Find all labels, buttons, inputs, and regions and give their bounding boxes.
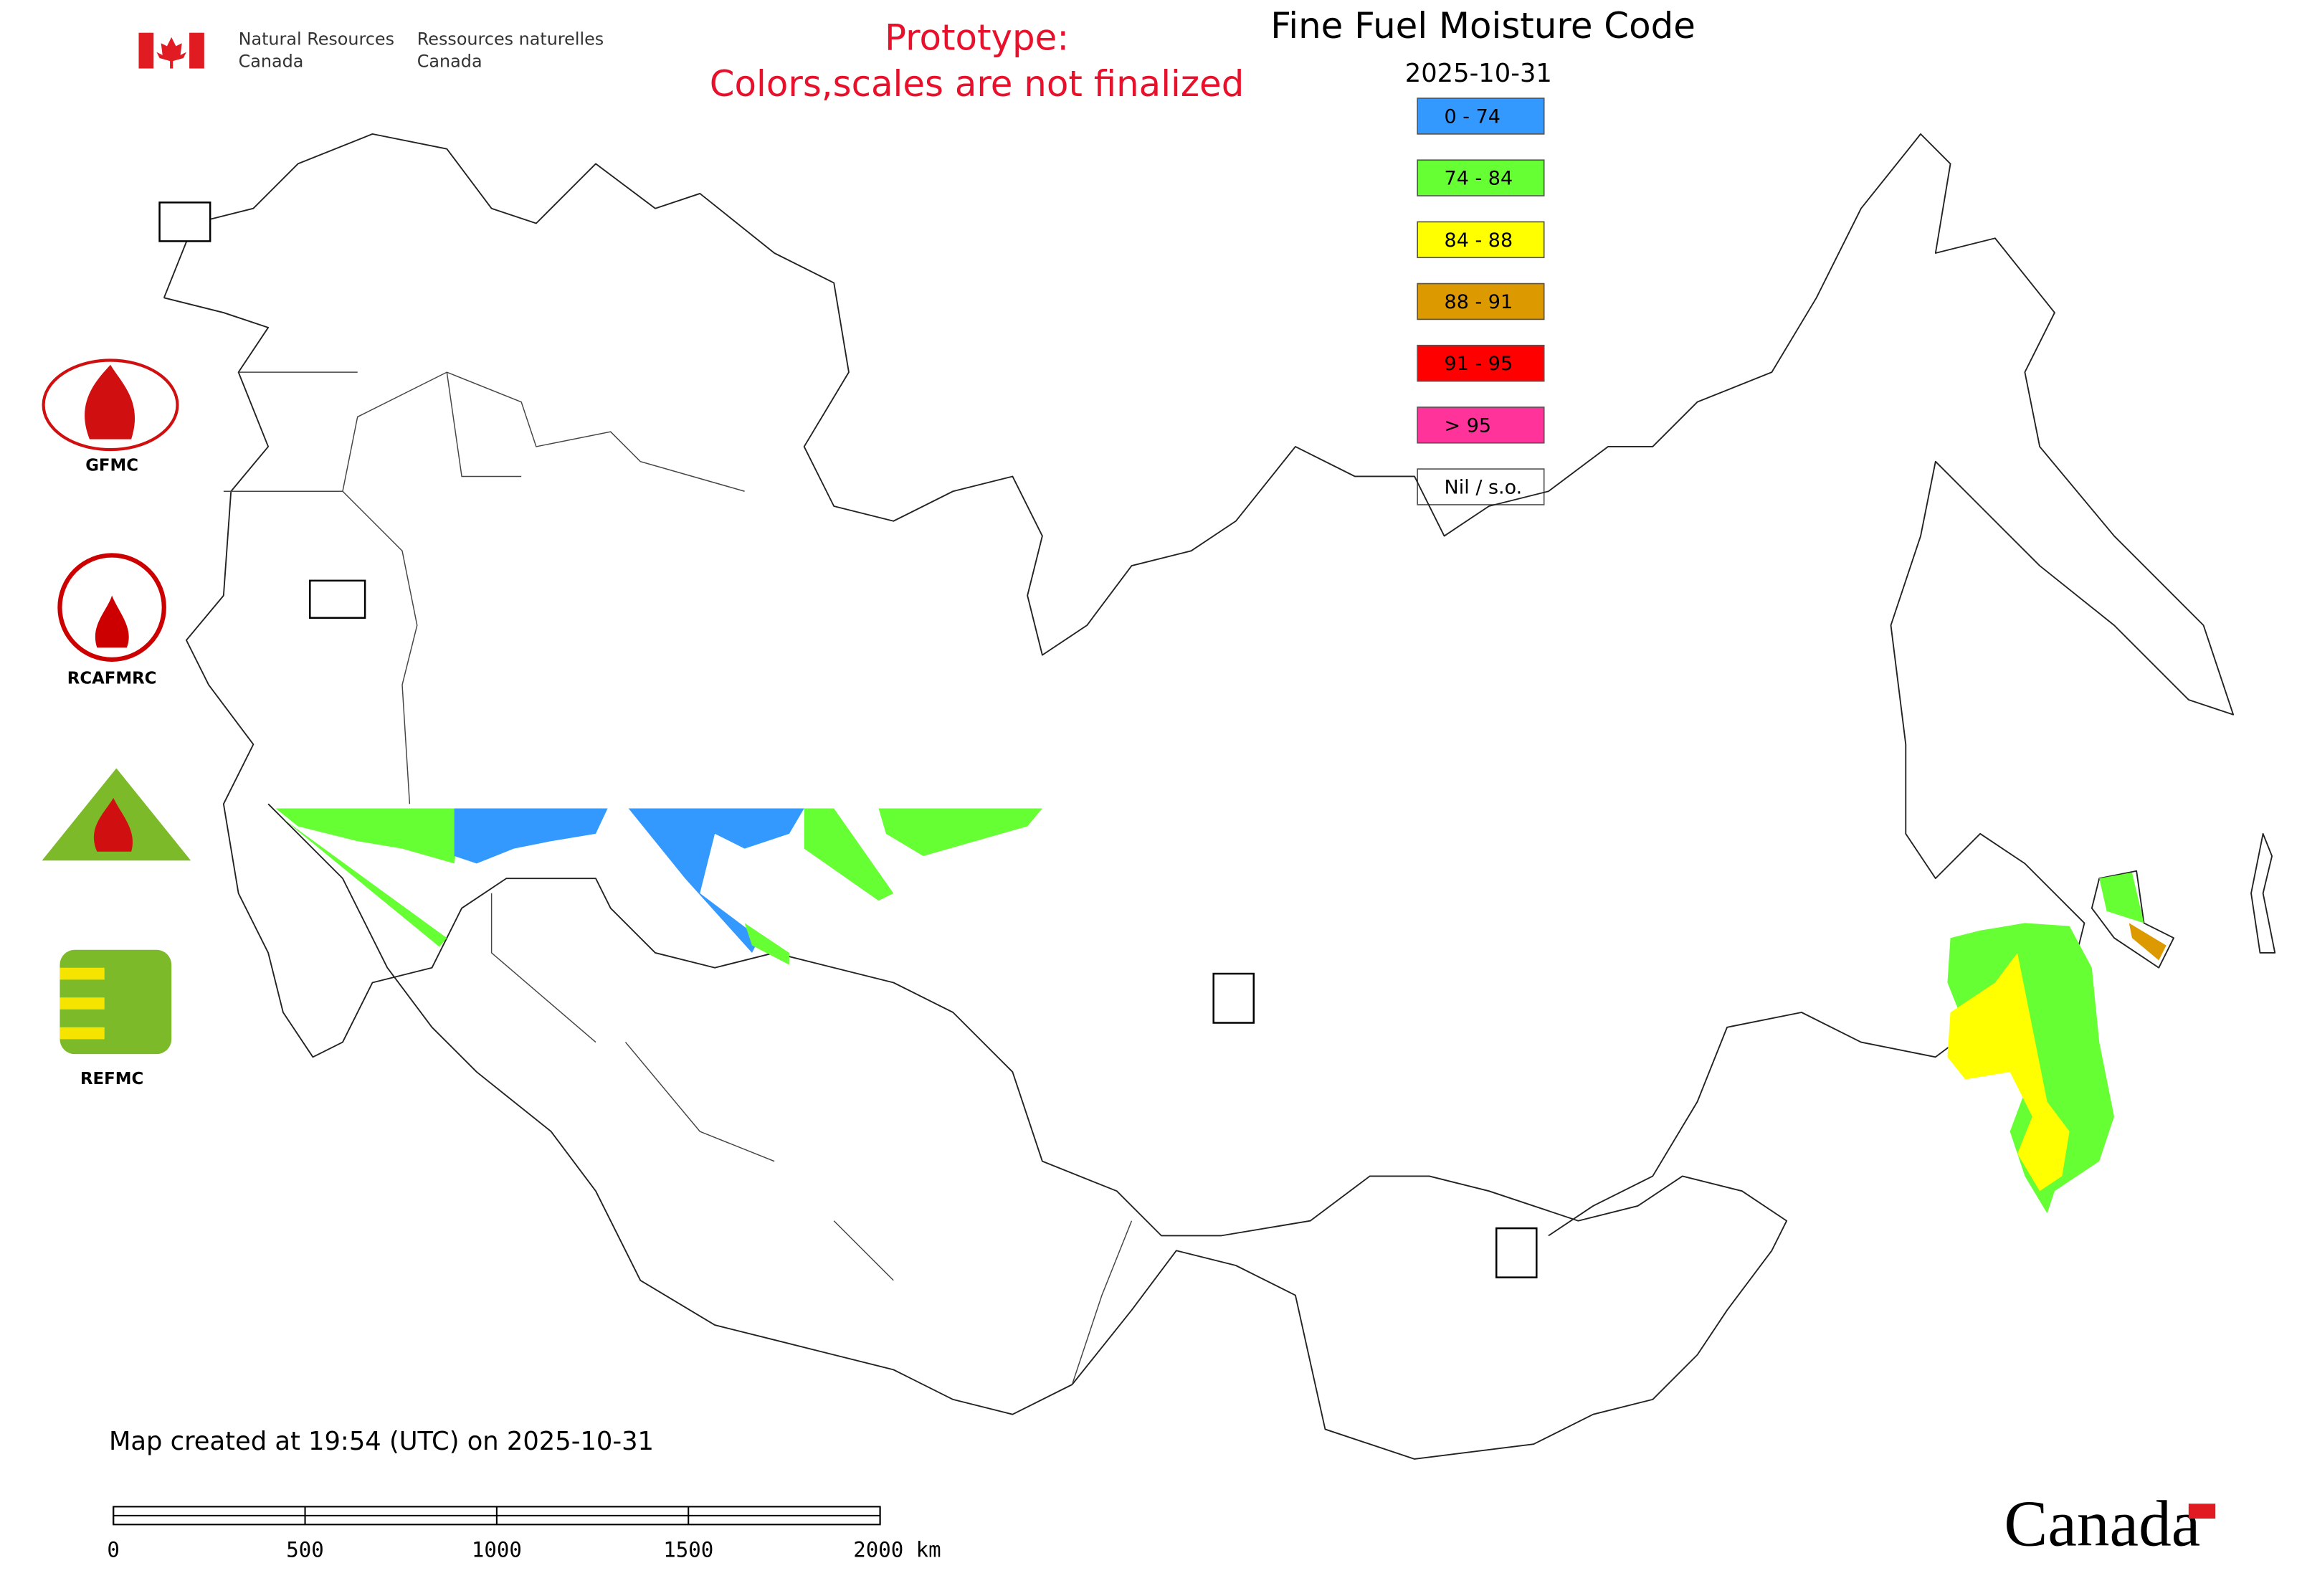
agency-name-en: Canada	[239, 52, 304, 72]
government-logo	[138, 32, 204, 69]
prototype-notice: Colors,scales are not finalized	[710, 63, 1245, 105]
agency-name-en: Natural Resources	[239, 29, 394, 49]
raster-patch	[275, 808, 462, 947]
legend-swatch	[1417, 468, 1545, 505]
basemap	[163, 133, 2276, 1460]
legend-label: 91 - 95	[1445, 353, 1513, 375]
raster-patch	[2129, 923, 2167, 961]
raster-patch	[454, 808, 608, 864]
legend-swatch	[1417, 98, 1545, 135]
scale-bar: 0 500 1000 1500 2000 km	[107, 1506, 941, 1562]
legend-label: 84 - 88	[1445, 229, 1513, 252]
logo-label: GFMC	[85, 456, 138, 475]
logo-label: RCAFMRC	[67, 669, 157, 688]
legend-label: > 95	[1445, 414, 1492, 437]
internal-border	[223, 371, 1133, 1385]
legend-swatch	[1417, 344, 1545, 382]
legend: 0 - 74 74 - 84 84 - 88 88 - 91 91 - 95 > 95 Ni…	[1417, 98, 1545, 505]
legend-label: 74 - 84	[1445, 168, 1513, 190]
coastline	[163, 133, 2235, 1237]
legend-label: 88 - 91	[1445, 291, 1513, 313]
raster-patch	[1947, 872, 2144, 1214]
southern-border	[163, 297, 1788, 1460]
canada-wordmark: Canada	[2004, 1488, 2200, 1560]
logos	[42, 201, 1538, 1278]
wordmark-flag	[2188, 1504, 2216, 1519]
raster-patch	[1947, 952, 2070, 1192]
legend-swatch	[1417, 407, 1545, 444]
legend-label: 0 - 74	[1445, 106, 1500, 128]
map-title: Fine Fuel Moisture Code	[1270, 5, 1695, 47]
scale-bar-label: 1500	[663, 1538, 713, 1562]
legend-swatch	[1417, 159, 1545, 196]
prototype-notice: Prototype:	[885, 17, 1069, 59]
legend-swatch	[1417, 221, 1545, 259]
fuel-moisture-raster	[275, 808, 2167, 1214]
scale-bar-label: 1000	[472, 1538, 522, 1562]
map-date: 2025-10-31	[1405, 59, 1552, 88]
island	[2091, 832, 2276, 969]
raster-patch	[744, 808, 1042, 965]
agency-name-fr: Ressources naturelles	[417, 29, 604, 49]
scale-bar-label: 0	[107, 1538, 120, 1562]
scale-bar-label: 500	[286, 1538, 324, 1562]
legend-label: Nil / s.o.	[1445, 477, 1523, 499]
scale-bar-label: 2000 km	[853, 1538, 941, 1562]
legend-swatch	[1417, 282, 1545, 320]
creation-note: Map created at 19:54 (UTC) on 2025-10-31	[109, 1427, 654, 1456]
agency-name-fr: Canada	[417, 52, 482, 72]
logo-label: REFMC	[80, 1070, 143, 1088]
raster-patch	[628, 808, 804, 953]
